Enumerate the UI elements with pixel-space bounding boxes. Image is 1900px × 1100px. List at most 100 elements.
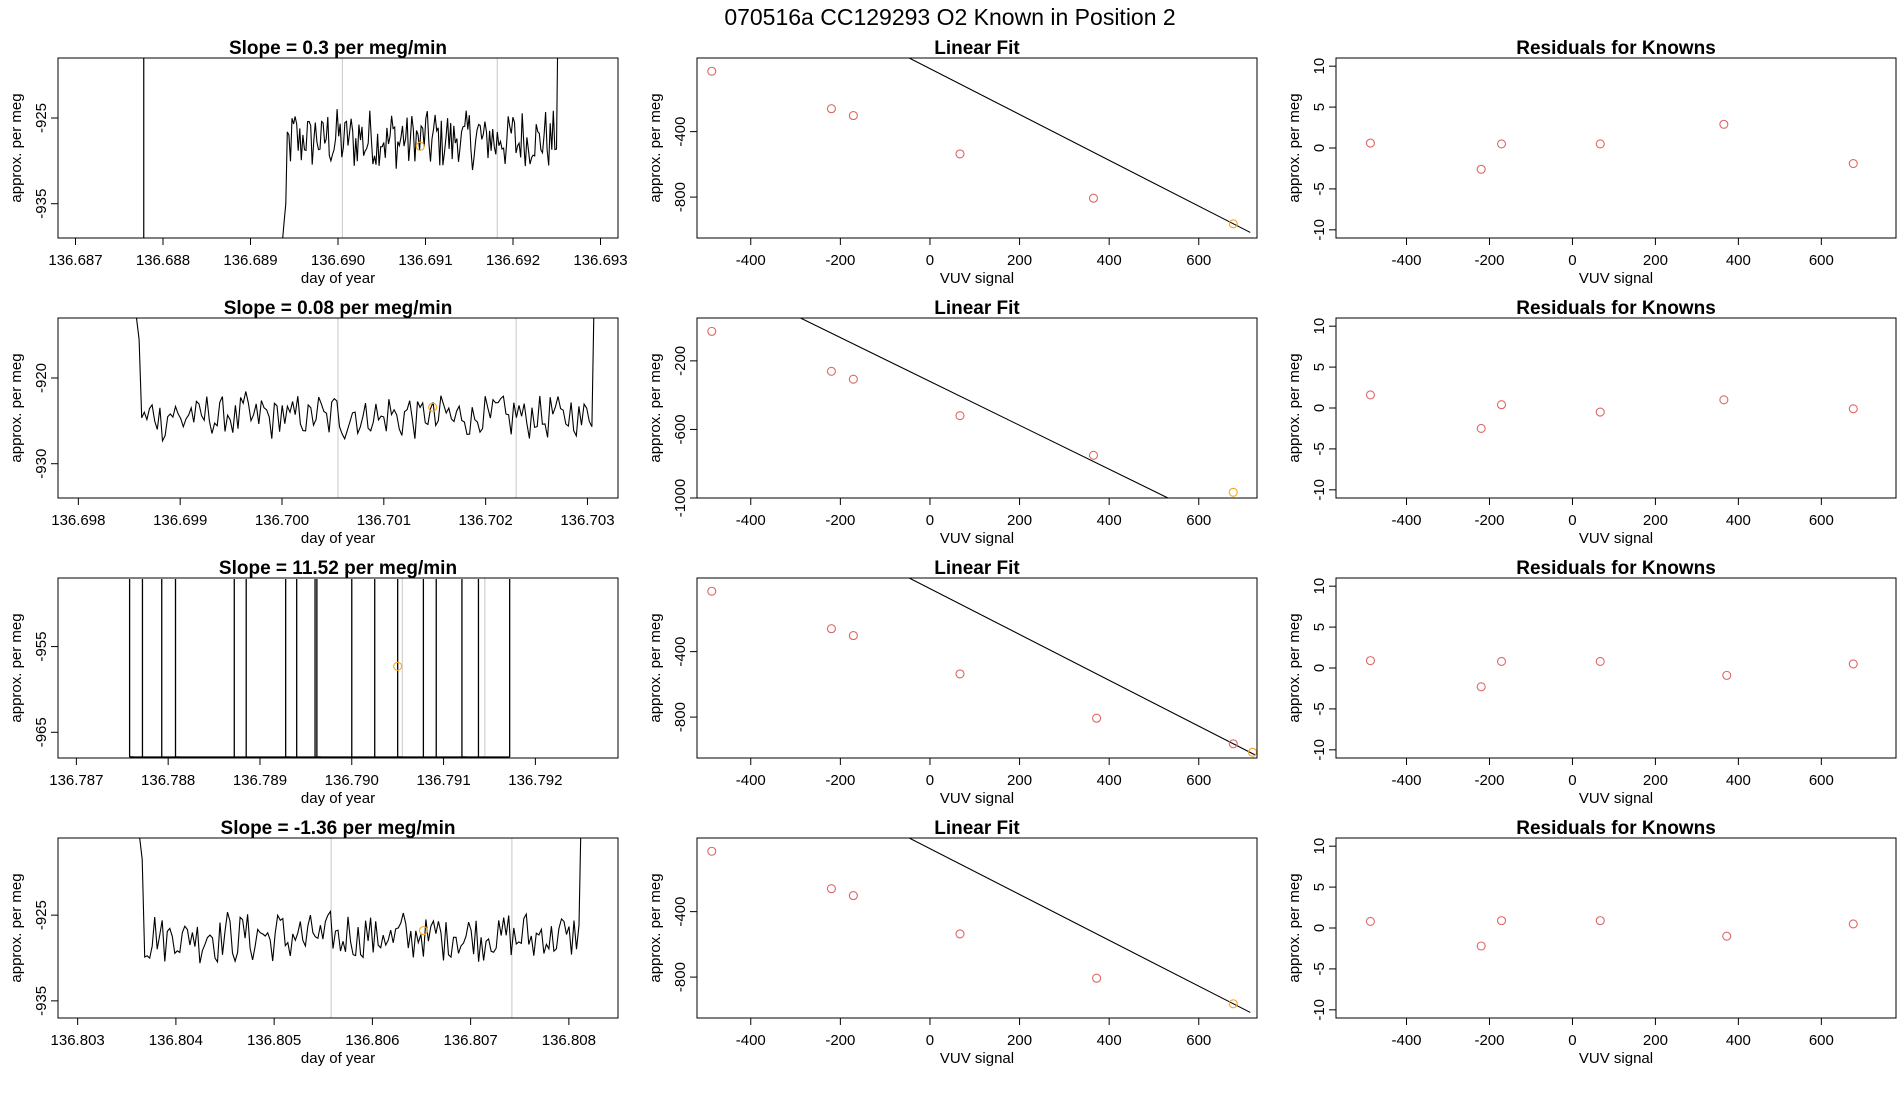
panel-title: Linear Fit — [934, 298, 1020, 319]
plot-area — [135, 318, 595, 498]
y-tick-label: -800 — [672, 962, 689, 992]
x-tick-label: 136.698 — [51, 512, 105, 529]
linear-fit-1: Linear Fit -400 -200 0 200 400 600 -400 -800 VUV … — [647, 38, 1258, 287]
plot-area — [143, 58, 559, 238]
known-point — [955, 149, 965, 159]
x-tick-label: 0 — [1568, 1032, 1576, 1049]
known-point — [707, 846, 717, 856]
plot-frame — [1335, 837, 1897, 1019]
y-axis-label: approx. per meg — [1286, 873, 1303, 982]
y-tick-label: 5 — [1311, 363, 1328, 371]
residual-point — [1365, 390, 1375, 400]
plot-area — [707, 838, 1251, 1013]
known-point — [1092, 713, 1102, 723]
plot-area — [707, 58, 1251, 233]
residual-point — [1595, 656, 1605, 667]
plot-area — [139, 838, 582, 1018]
known-point — [826, 104, 836, 114]
time-series-line — [135, 318, 595, 443]
x-tick-label: -200 — [1474, 772, 1504, 789]
unknown-point — [415, 141, 425, 151]
known-point — [707, 586, 717, 596]
residual-point — [1595, 139, 1605, 149]
residuals-1: Residuals for Knowns -400 -200 0 200 400 600 10… — [1286, 38, 1897, 287]
panel-title: Slope = 0.3 per meg/min — [229, 38, 447, 59]
x-tick-label: 136.792 — [508, 772, 562, 789]
x-tick-label: 600 — [1809, 772, 1834, 789]
known-point — [848, 374, 858, 384]
residual-point — [1595, 407, 1605, 417]
residual-point — [1476, 941, 1486, 951]
panel-title: Residuals for Knowns — [1516, 558, 1716, 579]
x-tick-label: -200 — [1474, 512, 1504, 529]
y-axis-label: approx. per meg — [8, 613, 25, 722]
x-tick-label: 200 — [1007, 512, 1032, 529]
x-tick-label: 136.702 — [459, 512, 513, 529]
panel-title: Linear Fit — [934, 818, 1020, 839]
known-point — [1088, 450, 1099, 460]
y-tick-label: -10 — [1311, 739, 1328, 761]
x-axis-label: day of year — [301, 1050, 375, 1067]
plot-area — [707, 578, 1257, 757]
y-tick-label: 5 — [1311, 623, 1328, 631]
x-tick-label: 136.687 — [48, 252, 102, 269]
unknown-point — [1228, 487, 1238, 497]
x-tick-label: 136.689 — [223, 252, 277, 269]
plot-frame — [696, 577, 1258, 759]
time-series-1: Slope = 0.3 per meg/min 136.687 136.688 136… — [8, 38, 628, 287]
y-axis-label: approx. per meg — [8, 873, 25, 982]
residual-point — [1365, 138, 1375, 148]
residuals-2: Residuals for Knowns -400 -200 0 200 400 600 10… — [1286, 298, 1897, 547]
x-tick-label: 136.691 — [398, 252, 452, 269]
residual-point — [1722, 670, 1732, 680]
panel-title: Linear Fit — [934, 38, 1020, 59]
plot-frame — [1335, 317, 1897, 499]
y-tick-label: -920 — [33, 363, 50, 393]
residual-point — [1496, 656, 1507, 667]
unknown-point — [1228, 219, 1238, 229]
residual-point — [1848, 919, 1858, 929]
residual-point — [1496, 400, 1507, 410]
x-tick-label: -200 — [1474, 1032, 1504, 1049]
y-axis-label: approx. per meg — [647, 353, 664, 462]
residuals-4: Residuals for Knowns -400 -200 0 200 400 600 10… — [1286, 818, 1897, 1067]
x-tick-label: 136.808 — [542, 1032, 596, 1049]
y-tick-label: -5 — [1311, 182, 1328, 195]
known-point — [955, 669, 965, 679]
x-tick-label: -200 — [825, 252, 855, 269]
panel-title: Linear Fit — [934, 558, 1020, 579]
x-axis-label: VUV signal — [1579, 790, 1653, 807]
x-tick-label: -400 — [1392, 252, 1422, 269]
x-tick-label: 136.791 — [416, 772, 470, 789]
residual-point — [1848, 404, 1858, 414]
x-tick-label: 136.789 — [233, 772, 287, 789]
y-tick-label: -400 — [672, 117, 689, 147]
x-tick-label: -400 — [736, 512, 766, 529]
y-tick-label: -935 — [33, 189, 50, 219]
y-tick-label: 5 — [1311, 103, 1328, 111]
y-tick-label: -5 — [1311, 702, 1328, 715]
fit-line — [907, 58, 1251, 233]
y-tick-label: -200 — [672, 346, 689, 376]
x-tick-label: 136.703 — [560, 512, 614, 529]
x-tick-label: 400 — [1097, 772, 1122, 789]
known-point — [1088, 193, 1099, 203]
y-axis-label: approx. per meg — [1286, 93, 1303, 202]
x-tick-label: 136.806 — [345, 1032, 399, 1049]
known-point — [848, 111, 858, 121]
residual-point — [1496, 916, 1507, 926]
y-tick-label: 10 — [1311, 578, 1328, 595]
known-point — [707, 326, 717, 336]
x-tick-label: 400 — [1097, 252, 1122, 269]
x-tick-label: 136.690 — [311, 252, 365, 269]
x-tick-label: 200 — [1007, 1032, 1032, 1049]
x-axis-label: day of year — [301, 790, 375, 807]
y-axis-label: approx. per meg — [8, 93, 25, 202]
unknown-point — [1228, 999, 1238, 1009]
x-axis-label: day of year — [301, 530, 375, 547]
known-point — [1092, 973, 1102, 983]
linear-fit-2: Linear Fit -400 -200 0 200 400 600 -200 -600 -100… — [647, 298, 1258, 547]
residual-point — [1719, 119, 1729, 129]
x-tick-label: -400 — [736, 252, 766, 269]
x-axis-label: VUV signal — [940, 1050, 1014, 1067]
